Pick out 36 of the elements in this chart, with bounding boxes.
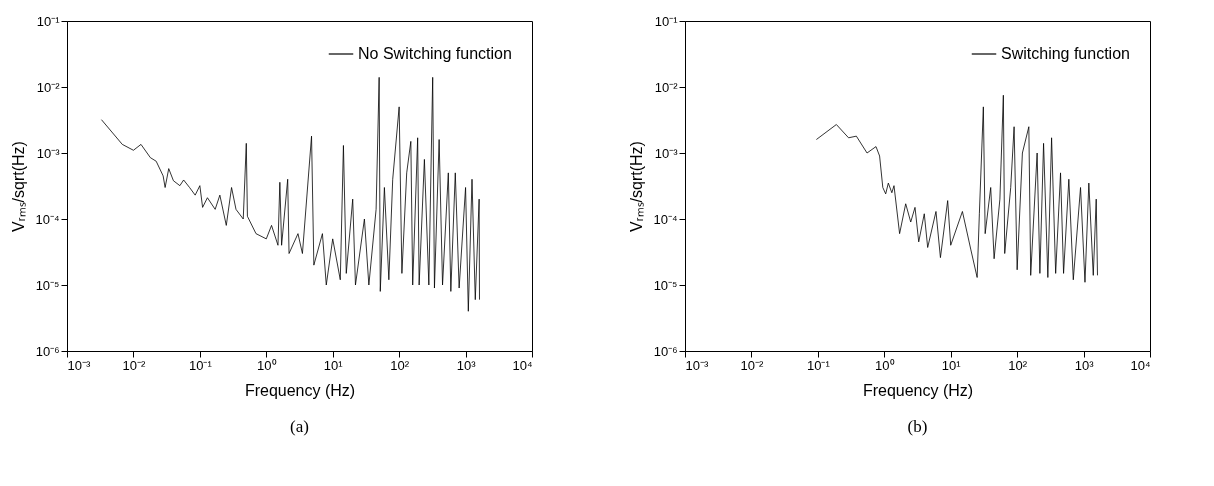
- y-tick-label: 10⁻¹: [36, 13, 61, 29]
- x-axis-title: Frequency (Hz): [862, 381, 974, 399]
- y-tick-label: 10⁻⁴: [653, 211, 678, 227]
- x-tick-label: 10⁻¹: [188, 357, 213, 373]
- x-tick-label: 10⁰: [875, 357, 895, 373]
- x-tick-label: 10⁴: [512, 357, 533, 373]
- x-tick-label: 10⁻³: [685, 357, 709, 373]
- x-axis-title: Frequency (Hz): [244, 381, 356, 399]
- x-tick-label: 10⁴: [1130, 357, 1151, 373]
- text: (b): [907, 417, 928, 436]
- x-tick-label: 10⁻²: [122, 357, 146, 373]
- x-tick-label: 10²: [390, 357, 410, 373]
- x-tick-label: 10⁻²: [740, 357, 764, 373]
- legend-label: Switching function: [1001, 45, 1130, 62]
- x-tick-label: 10⁰: [257, 357, 277, 373]
- y-tick-label: 10⁻⁶: [35, 343, 60, 359]
- y-axis-title: Vᵣₘₛ/sqrt(Hz): [10, 141, 28, 232]
- y-tick-label: 10⁻²: [36, 79, 61, 95]
- x-tick-label: 10³: [456, 357, 477, 373]
- x-tick-label: 10⁻³: [67, 357, 91, 373]
- y-axis-title: Vᵣₘₛ/sqrt(Hz): [628, 141, 646, 232]
- y-tick-label: 10⁻³: [654, 145, 679, 161]
- y-tick-label: 10⁻⁵: [653, 277, 678, 293]
- x-tick-label: 10¹: [941, 357, 962, 373]
- x-tick-label: 10³: [1074, 357, 1095, 373]
- text: (a): [290, 417, 309, 436]
- y-tick-label: 10⁻⁵: [35, 277, 60, 293]
- y-tick-label: 10⁻⁶: [653, 343, 678, 359]
- legend-label: No Switching function: [358, 45, 512, 62]
- y-tick-label: 10⁻²: [654, 79, 679, 95]
- y-tick-label: 10⁻¹: [654, 13, 679, 29]
- x-tick-label: 10⁻¹: [806, 357, 831, 373]
- y-tick-label: 10⁻³: [36, 145, 61, 161]
- y-tick-label: 10⁻⁴: [35, 211, 60, 227]
- x-tick-label: 10²: [1008, 357, 1028, 373]
- x-tick-label: 10¹: [323, 357, 344, 373]
